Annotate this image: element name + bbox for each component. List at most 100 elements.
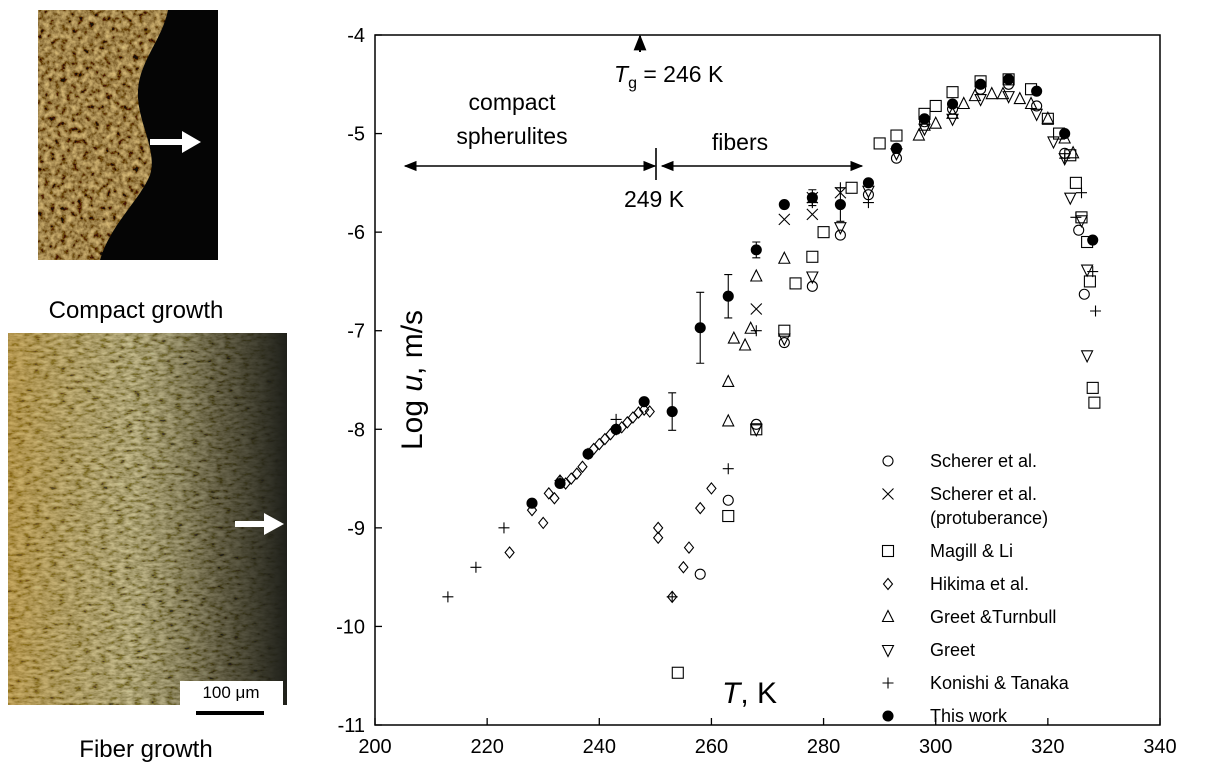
point xyxy=(1002,91,1015,104)
point xyxy=(582,448,594,460)
point xyxy=(777,333,791,347)
point xyxy=(638,396,650,408)
label-part: , m/s xyxy=(396,310,429,375)
point xyxy=(610,423,622,435)
point xyxy=(834,229,846,241)
annotation: 249 K xyxy=(624,186,685,212)
point xyxy=(666,405,678,418)
point xyxy=(946,98,959,110)
point xyxy=(594,437,605,451)
point xyxy=(1073,224,1085,236)
annotation: compact xyxy=(469,89,557,115)
micrograph-fiber xyxy=(8,333,287,725)
annotation: fibers xyxy=(712,129,768,155)
point xyxy=(806,280,818,292)
point xyxy=(749,424,763,438)
legend-marker xyxy=(882,710,894,722)
point xyxy=(1024,96,1038,110)
point xyxy=(652,521,664,535)
y-tick-label: -8 xyxy=(347,419,365,441)
point xyxy=(694,322,706,334)
point xyxy=(599,432,611,446)
point xyxy=(1075,215,1088,229)
x-tick-label: 200 xyxy=(358,736,391,758)
label-part: = 246 K xyxy=(637,61,724,87)
point xyxy=(946,106,959,119)
point xyxy=(749,268,763,282)
point xyxy=(538,516,549,530)
point xyxy=(778,324,791,337)
point xyxy=(644,405,655,418)
point xyxy=(526,503,538,517)
plot-frame xyxy=(374,34,1161,726)
point xyxy=(671,666,684,679)
point xyxy=(777,251,791,264)
point xyxy=(778,213,791,226)
point xyxy=(750,325,762,337)
legend-label: Scherer et al. xyxy=(930,451,1037,471)
y-axis-label: Log u, m/s xyxy=(396,310,429,450)
point xyxy=(722,290,734,302)
point xyxy=(1083,275,1096,288)
point xyxy=(504,546,515,559)
label-part: T xyxy=(614,61,630,87)
point xyxy=(806,192,818,204)
point xyxy=(1086,381,1099,394)
point xyxy=(862,197,874,209)
point xyxy=(627,411,639,424)
point xyxy=(722,463,734,475)
point xyxy=(1031,85,1043,97)
legend-marker xyxy=(882,677,894,689)
point xyxy=(1031,100,1043,112)
point xyxy=(817,226,830,239)
point xyxy=(1087,234,1099,246)
x-tick-label: 280 xyxy=(807,736,840,758)
point xyxy=(722,494,734,506)
x-tick-label: 300 xyxy=(919,736,952,758)
y-tick-label: -6 xyxy=(347,222,365,244)
scale-bar-label: 100 μm xyxy=(202,683,259,702)
point xyxy=(1070,211,1082,223)
point xyxy=(806,208,819,221)
y-tick-label: -7 xyxy=(347,321,365,343)
point xyxy=(1087,266,1099,278)
legend-marker xyxy=(881,644,895,658)
x-tick-label: 260 xyxy=(695,736,728,758)
legend-label: This work xyxy=(930,706,1008,726)
x-tick-label: 340 xyxy=(1143,736,1176,758)
point xyxy=(622,416,633,429)
y-tick-label: -10 xyxy=(336,616,365,638)
point xyxy=(862,177,874,189)
point xyxy=(789,277,802,290)
point xyxy=(806,250,819,263)
legend-label: Scherer et al. (protuberance) xyxy=(930,484,1048,528)
point xyxy=(695,501,706,515)
x-tick-label: 320 xyxy=(1031,736,1064,758)
point xyxy=(750,303,763,315)
point xyxy=(1059,128,1071,140)
point xyxy=(1078,288,1090,300)
y-tick-label: -9 xyxy=(347,518,365,540)
point xyxy=(890,142,903,154)
point xyxy=(706,482,717,495)
x-axis-label: T, K xyxy=(722,677,777,710)
panel-caption: Compact growth xyxy=(49,297,224,324)
x-tick-label: 240 xyxy=(583,736,616,758)
point xyxy=(1047,136,1060,150)
point xyxy=(1080,350,1094,364)
point xyxy=(543,486,555,500)
point xyxy=(929,99,942,113)
legend-marker xyxy=(882,455,894,467)
micrograph-compact xyxy=(38,10,218,260)
legend-label: Magill & Li xyxy=(930,541,1013,561)
point xyxy=(610,413,622,425)
legend-label: Greet &Turnbull xyxy=(930,607,1056,627)
point xyxy=(577,460,588,474)
point xyxy=(890,129,903,142)
point xyxy=(1059,152,1071,164)
legend-label: Hikima et al. xyxy=(930,574,1029,594)
point xyxy=(873,137,886,150)
point xyxy=(633,406,644,419)
